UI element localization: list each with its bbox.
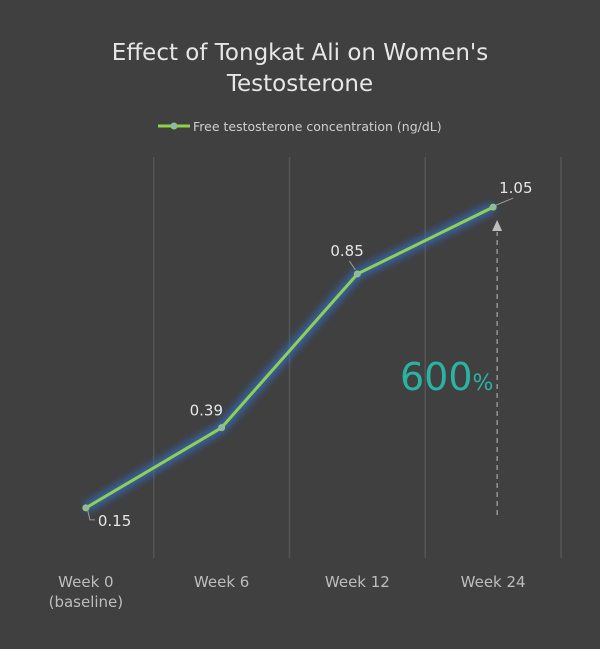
legend-marker xyxy=(170,122,178,130)
series-line xyxy=(85,205,494,510)
data-label: 0.85 xyxy=(330,242,363,260)
annotation-unit: % xyxy=(473,371,494,396)
annotation-percentage: 600% xyxy=(400,355,493,399)
data-point xyxy=(82,504,90,512)
x-tick-label: Week 12 xyxy=(325,573,390,591)
x-tick-label: Week 6 xyxy=(194,573,249,591)
x-tick-label-line: (baseline) xyxy=(49,593,124,611)
x-tick-label-line: Week 24 xyxy=(461,573,526,591)
chart-title: Effect of Tongkat Ali on Women's Testoste… xyxy=(0,38,600,100)
annotation-value: 600 xyxy=(400,355,473,399)
x-tick-label-line: Week 12 xyxy=(325,573,390,591)
x-tick-label-line: Week 0 xyxy=(58,573,113,591)
data-label: 0.15 xyxy=(98,512,131,530)
leader-line xyxy=(495,197,514,206)
data-point xyxy=(489,203,497,211)
chart-title-line: Effect of Tongkat Ali on Women's xyxy=(111,40,489,66)
data-point xyxy=(218,424,226,432)
leader-line xyxy=(348,260,356,271)
x-tick-label: Week 0 (baseline) xyxy=(49,573,124,611)
leader-line xyxy=(87,510,95,521)
data-label: 0.39 xyxy=(190,402,223,420)
x-tick-label-line: Week 6 xyxy=(194,573,249,591)
data-point xyxy=(353,270,361,278)
arrow-head-icon xyxy=(492,220,503,231)
x-tick-label: Week 24 xyxy=(461,573,526,591)
data-label: 1.05 xyxy=(499,179,532,197)
chart-title-line: Testosterone xyxy=(226,71,374,97)
legend-label: Free testosterone concentration (ng/dL) xyxy=(193,119,442,134)
